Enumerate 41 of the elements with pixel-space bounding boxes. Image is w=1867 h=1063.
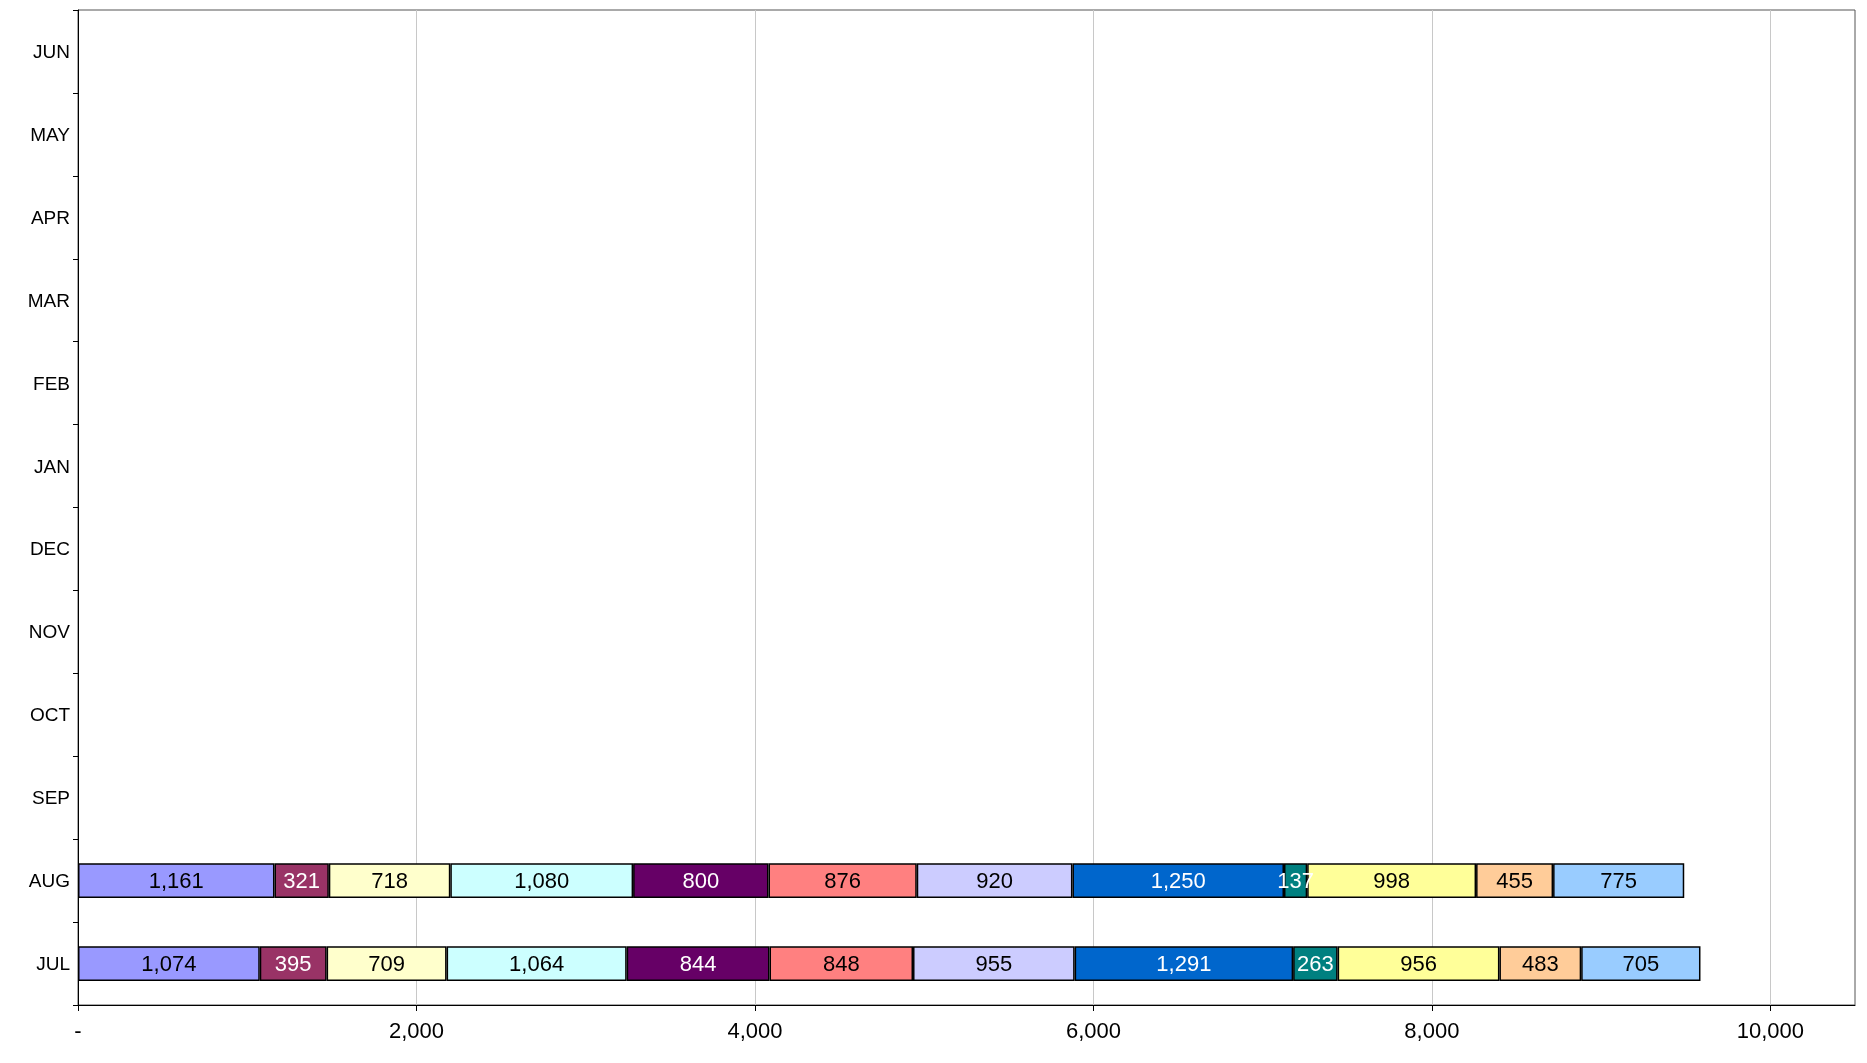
data-label: 321 xyxy=(283,868,321,894)
y-tick-label: JUN xyxy=(33,40,70,62)
x-tick-label: 2,000 xyxy=(388,1017,445,1043)
y-tick-label: DEC xyxy=(29,538,70,560)
data-label: 998 xyxy=(1373,868,1410,894)
y-tick-label: MAY xyxy=(30,123,71,145)
y-tick-label: NOV xyxy=(28,621,71,643)
data-label: 1,080 xyxy=(514,868,570,894)
data-label: 718 xyxy=(371,868,408,894)
data-label: 705 xyxy=(1622,951,1660,977)
x-tick-label: 6,000 xyxy=(1065,1017,1121,1043)
data-label: 1,074 xyxy=(141,951,197,977)
y-tick-label: MAR xyxy=(27,289,70,311)
data-label: 955 xyxy=(975,951,1013,977)
data-label: 709 xyxy=(368,951,405,977)
data-label: 848 xyxy=(822,951,860,977)
data-label: 395 xyxy=(274,951,312,977)
data-label: 1,250 xyxy=(1150,868,1206,894)
x-tick-label: 10,000 xyxy=(1736,1017,1805,1043)
y-tick-label: APR xyxy=(30,206,70,228)
y-tick-label: JUL xyxy=(36,953,70,975)
data-label: 483 xyxy=(1521,951,1559,977)
x-tick-label: 8,000 xyxy=(1404,1017,1460,1043)
data-label: 876 xyxy=(824,868,861,894)
data-label: 956 xyxy=(1400,951,1437,977)
x-tick-label: - xyxy=(74,1017,82,1043)
y-tick-label: JAN xyxy=(34,455,70,477)
data-label: 1,291 xyxy=(1156,951,1212,977)
x-tick-label: 4,000 xyxy=(727,1017,783,1043)
data-label: 1,064 xyxy=(509,951,565,977)
data-label: 455 xyxy=(1496,868,1533,894)
y-tick-label: FEB xyxy=(33,372,70,394)
y-tick-label: OCT xyxy=(29,704,71,726)
data-label: 844 xyxy=(679,951,717,977)
y-tick-label: AUG xyxy=(28,870,70,892)
data-label: 800 xyxy=(682,868,720,894)
data-label: 775 xyxy=(1600,868,1638,894)
data-label: 920 xyxy=(976,868,1013,894)
data-label: 1,161 xyxy=(148,868,204,894)
y-tick-label: SEP xyxy=(31,787,70,809)
data-label: 263 xyxy=(1297,951,1334,977)
